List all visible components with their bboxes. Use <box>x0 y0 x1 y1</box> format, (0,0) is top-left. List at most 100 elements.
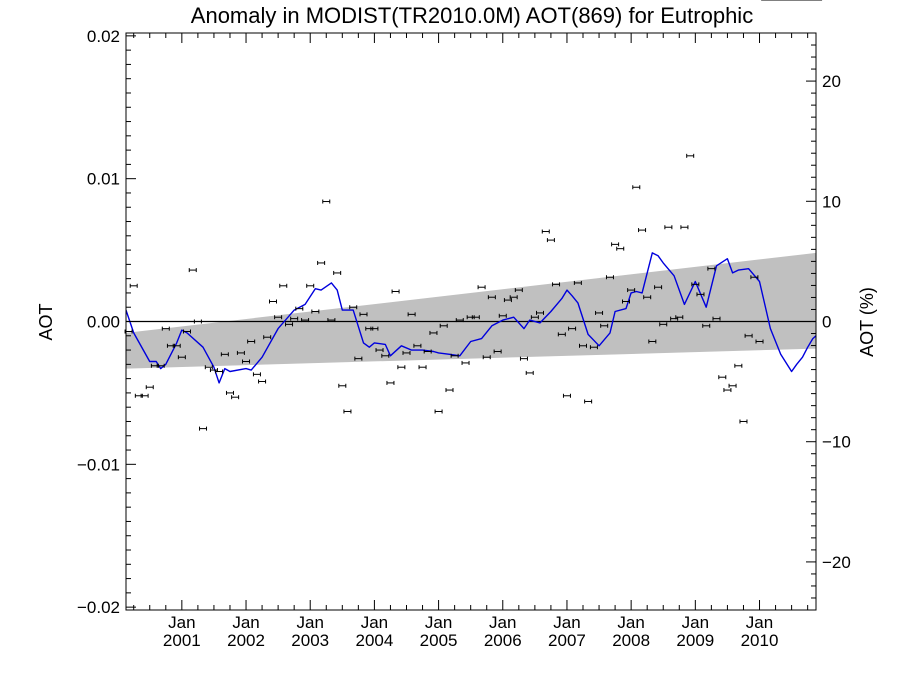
x-tick-label-year: 2007 <box>548 631 586 650</box>
y-right-tick-label: −10 <box>822 433 851 452</box>
data-point <box>322 199 331 204</box>
x-tick-label-year: 2002 <box>227 631 265 650</box>
data-point <box>696 292 705 297</box>
data-point <box>455 318 464 323</box>
data-point <box>680 225 689 230</box>
data-point <box>487 295 496 300</box>
data-point <box>482 355 491 360</box>
data-point <box>503 298 512 303</box>
x-tick-label-year: 2001 <box>163 631 201 650</box>
data-point <box>718 375 727 380</box>
data-point <box>530 315 539 320</box>
data-point <box>723 388 732 393</box>
data-point <box>627 288 636 293</box>
data-point <box>220 352 229 357</box>
data-point <box>285 322 294 327</box>
x-tick-label-month: Jan <box>297 613 324 632</box>
data-point <box>643 295 652 300</box>
x-tick-label-month: Jan <box>746 613 773 632</box>
data-point <box>584 399 593 404</box>
y-right-tick-label: 20 <box>822 72 841 91</box>
data-point <box>445 388 454 393</box>
data-point <box>274 315 283 320</box>
data-point <box>691 282 700 287</box>
data-point <box>252 372 261 377</box>
x-tick-label-month: Jan <box>682 613 709 632</box>
x-tick-label-year: 2004 <box>355 631 393 650</box>
x-tick-label-year: 2010 <box>741 631 779 650</box>
data-point <box>579 343 588 348</box>
data-point <box>546 238 555 243</box>
data-point <box>616 246 625 251</box>
data-point <box>354 356 363 361</box>
data-point <box>349 305 358 310</box>
data-point <box>675 315 684 320</box>
data-point <box>391 289 400 294</box>
data-point <box>493 349 502 354</box>
data-point <box>295 306 304 311</box>
x-tick-label-month: Jan <box>489 613 516 632</box>
data-point <box>728 383 737 388</box>
data-point <box>568 326 577 331</box>
data-point <box>242 359 251 364</box>
data-point <box>552 282 561 287</box>
data-point <box>290 316 299 321</box>
plot-area <box>124 0 823 431</box>
data-point <box>739 419 748 424</box>
data-point <box>509 295 518 300</box>
data-point <box>407 312 416 317</box>
axes: 0.020.010.00−0.01−0.0220100−10−20Jan2001… <box>77 27 851 650</box>
data-point <box>338 383 347 388</box>
data-point <box>129 283 138 288</box>
data-point <box>600 323 609 328</box>
data-point <box>375 348 384 353</box>
data-point <box>573 280 582 285</box>
data-point <box>188 268 197 273</box>
data-point <box>525 370 534 375</box>
trend-band <box>126 252 816 369</box>
data-point <box>707 266 716 271</box>
x-tick-label-month: Jan <box>232 613 259 632</box>
y-right-tick-label: 10 <box>822 192 841 211</box>
data-point <box>423 349 432 354</box>
data-point <box>605 275 614 280</box>
chart-title: Anomaly in MODIST(TR2010.0M) AOT(869) fo… <box>191 3 753 28</box>
data-point <box>402 350 411 355</box>
data-point <box>498 313 507 318</box>
data-point <box>562 393 571 398</box>
data-point <box>333 270 342 275</box>
data-point <box>450 353 459 358</box>
data-point <box>664 225 673 230</box>
data-point <box>744 333 753 338</box>
data-point <box>434 409 443 414</box>
data-point <box>182 329 191 334</box>
data-point <box>225 390 234 395</box>
data-point <box>359 312 368 317</box>
data-point <box>301 318 310 323</box>
data-point <box>712 316 721 321</box>
x-tick-label-month: Jan <box>168 613 195 632</box>
data-point <box>514 288 523 293</box>
y-right-tick-label: 0 <box>822 313 831 332</box>
data-point <box>686 153 695 158</box>
data-point <box>632 185 641 190</box>
data-point <box>215 369 224 374</box>
data-point <box>536 310 544 315</box>
x-tick-label-year: 2006 <box>484 631 522 650</box>
data-point <box>429 330 438 335</box>
data-point <box>622 299 631 304</box>
x-tick-label-year: 2005 <box>420 631 458 650</box>
data-point <box>648 339 657 344</box>
x-tick-label-year: 2003 <box>291 631 329 650</box>
data-point <box>418 365 427 370</box>
data-point <box>755 339 764 344</box>
data-point <box>397 365 406 370</box>
data-point <box>327 318 336 323</box>
data-point <box>471 315 480 320</box>
x-tick-label-month: Jan <box>425 613 452 632</box>
data-point <box>519 356 528 361</box>
data-point <box>439 323 448 328</box>
data-point <box>156 363 165 368</box>
data-point <box>638 228 647 233</box>
